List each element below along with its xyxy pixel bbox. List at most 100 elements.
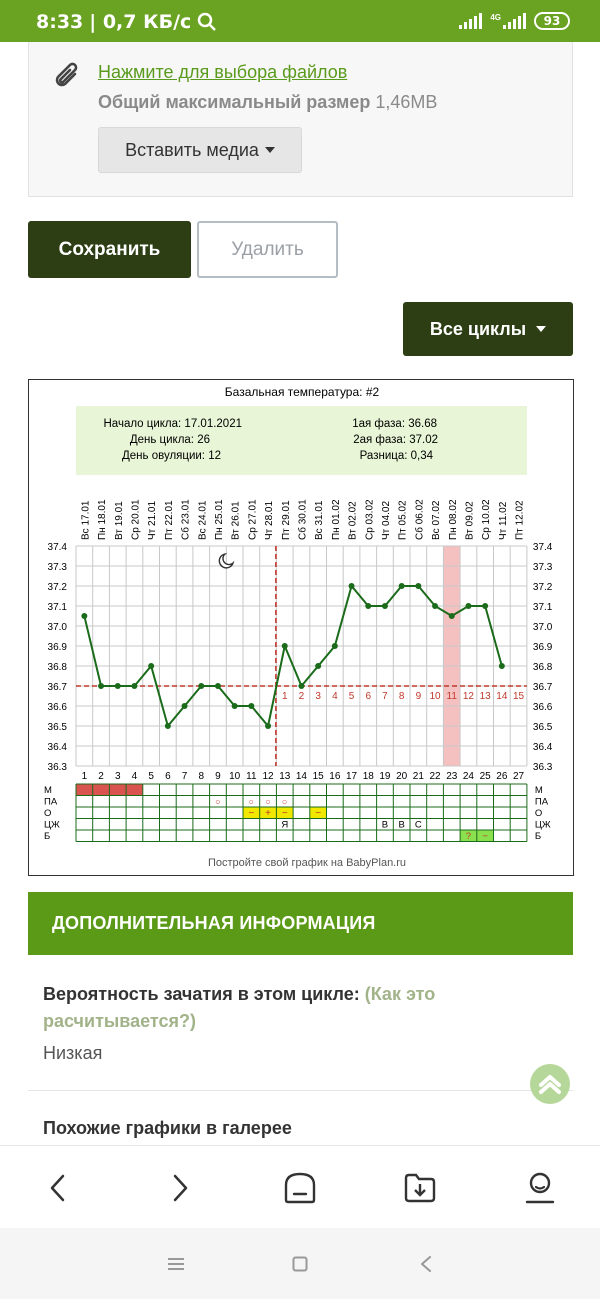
chevron-up-icon [539,1075,561,1094]
ovulation-test-cell [243,807,260,819]
all-cycles-label: Все циклы [429,318,527,339]
profile-button[interactable] [520,1168,560,1208]
luteal-day-label: 4 [332,691,338,702]
day-number: 13 [279,771,291,782]
save-button[interactable]: Сохранить [28,221,191,278]
date-label: Вт 19.01 [114,501,125,540]
delete-button[interactable]: Удалить [197,221,338,278]
temperature-point [114,683,121,689]
luteal-day-label: 7 [382,691,388,702]
y-tick-right: 37.4 [533,542,553,553]
day-number: 15 [313,771,325,782]
y-tick-left: 36.9 [48,642,68,653]
menu-button[interactable] [164,1253,188,1275]
date-label: Пн 01.02 [331,499,342,540]
temperature-point [448,613,455,619]
temperature-point [198,683,205,689]
temperature-point [164,723,171,729]
date-label: Вс 17.01 [80,500,91,540]
date-label: Вт 09.02 [464,501,475,540]
additional-info-header: ДОПОЛНИТЕЛЬНАЯ ИНФОРМАЦИЯ [28,892,573,955]
row-label-right: О [535,808,542,819]
y-tick-right: 36.7 [533,682,553,693]
ovulation-test-cell [309,807,327,819]
y-tick-right: 37.3 [533,562,553,573]
row-label-right: ПА [535,797,549,808]
y-tick-left: 37.1 [48,602,68,613]
y-tick-right: 36.9 [533,642,553,653]
luteal-day-label: 12 [463,691,475,702]
max-size-value: 1,46MB [375,92,438,112]
date-label: Чт 11.02 [498,501,509,540]
temperature-point [148,663,155,669]
y-tick-right: 37.2 [533,582,553,593]
day-number: 20 [396,771,408,782]
pregnancy-test-cell [460,830,477,842]
info-cycle-start: Начало цикла: 17.01.2021 [104,418,243,430]
scroll-to-top-button[interactable] [530,1064,570,1104]
home-nav-button[interactable] [288,1253,312,1275]
signal-4g-icon [503,13,526,29]
caret-down-icon [536,326,547,332]
row-label-left: Б [44,831,50,842]
insert-media-button[interactable]: Вставить медиа [98,127,302,173]
day-number: 27 [513,771,525,782]
network-type: 4G [490,12,501,22]
how-calculated-link[interactable]: (Как это расчитывается?) [43,984,436,1031]
y-tick-right: 37.1 [533,602,553,613]
back-button[interactable] [38,1168,78,1208]
search-icon [198,12,217,31]
back-nav-button[interactable] [414,1253,438,1275]
date-label: Сб 23.01 [180,499,192,540]
luteal-day-label: 15 [513,691,525,702]
chart-title: Базальная температура: #2 [225,385,380,399]
date-label: Вс 07.02 [431,500,442,540]
battery-icon: 93 [534,12,570,30]
attachment-box: Нажмите для выбора файлов Общий максимал… [28,42,573,197]
square-icon [292,1256,308,1272]
temperature-point [298,683,305,689]
moon-icon [218,552,235,569]
temperature-point [482,603,489,609]
day-number: 3 [115,771,121,782]
battery-level: 93 [543,14,561,28]
date-label: Сб 30.01 [296,499,308,540]
menses-cell [76,784,93,796]
home-button[interactable] [280,1168,320,1208]
forward-button[interactable] [160,1168,200,1208]
day-number: 12 [262,771,274,782]
bbt-chart: Базальная температура: #2 Начало цикла: 1… [28,379,574,876]
divider [28,1090,573,1091]
cervical-mucus-mark: С [415,820,422,831]
similar-charts-heading: Похожие графики в галерее [43,1118,292,1138]
chevron-left-icon [50,1174,65,1202]
pregnancy-test-mark: ? [466,831,471,842]
home-icon [284,1172,316,1204]
day-number: 19 [379,771,391,782]
date-label: Вс 24.01 [197,500,208,540]
row-label-right: Б [535,831,541,842]
luteal-day-label: 8 [399,691,405,702]
info-phase1: 1ая фаза: 36.68 [352,418,437,430]
all-cycles-button[interactable]: Все циклы [403,302,573,356]
temperature-point [331,643,338,649]
status-left: 8:33 | 0,7 КБ/с [36,11,217,33]
date-label: Пт 12.02 [515,500,526,540]
temperature-point [248,703,255,709]
temperature-point [181,703,188,709]
max-size-label: Общий максимальный размер [98,92,371,112]
bbt-chart-svg: Базальная температура: #2 Начало цикла: 1… [44,385,553,869]
date-label: Пн 25.01 [214,499,225,540]
temperature-point [315,663,322,669]
menses-cell [109,784,127,796]
choose-files-link[interactable]: Нажмите для выбора файлов [98,62,348,82]
day-number: 21 [413,771,425,782]
temperature-point [498,663,505,669]
back-triangle-icon [421,1256,431,1272]
day-number: 8 [198,771,204,782]
downloads-button[interactable] [400,1168,440,1208]
temperature-point [381,603,388,609]
y-tick-right: 36.6 [533,702,553,713]
y-tick-right: 36.5 [533,722,553,733]
highlight-column [443,546,461,766]
